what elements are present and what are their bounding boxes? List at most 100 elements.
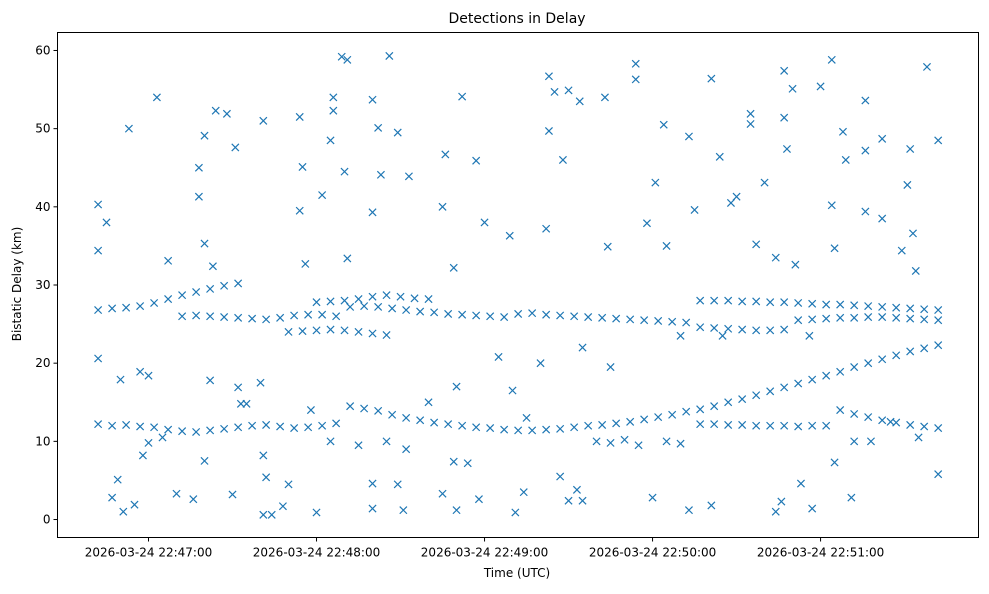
data-point (668, 317, 677, 326)
data-point (136, 302, 145, 311)
data-point (676, 331, 685, 340)
data-point (152, 93, 161, 102)
data-point (511, 508, 520, 517)
data-point (906, 144, 915, 154)
data-point (178, 427, 187, 436)
data-point (396, 292, 405, 301)
data-point (295, 206, 304, 215)
data-point (368, 95, 377, 104)
data-point (780, 325, 789, 334)
data-point (340, 326, 349, 335)
data-point (850, 437, 859, 446)
data-point (612, 419, 621, 428)
data-point (514, 309, 523, 318)
data-point (864, 302, 873, 311)
y-tick-label: 30 (35, 278, 50, 292)
data-point (136, 422, 145, 431)
data-point (444, 309, 453, 318)
data-point (343, 55, 352, 64)
data-point (542, 224, 551, 233)
data-point (654, 316, 663, 325)
data-point (178, 312, 187, 321)
data-point (897, 246, 906, 255)
data-point (206, 312, 215, 321)
data-point (805, 331, 814, 340)
data-point (830, 244, 839, 253)
data-point (808, 504, 817, 513)
data-point (234, 313, 243, 322)
data-point (206, 426, 215, 435)
data-point (346, 402, 355, 411)
data-point (707, 501, 716, 510)
data-point (707, 74, 716, 83)
x-tick-label: 2026-03-24 22:50:00 (589, 546, 716, 560)
data-point (782, 144, 791, 154)
data-point (822, 300, 831, 309)
data-point (340, 296, 349, 305)
data-point (144, 438, 153, 447)
data-point (696, 420, 705, 429)
data-point (827, 55, 836, 64)
data-point (920, 344, 929, 353)
data-point (94, 354, 103, 363)
data-point (382, 331, 391, 340)
data-point (430, 418, 439, 427)
data-point (278, 502, 287, 511)
y-tick-label: 40 (35, 200, 50, 214)
data-point (452, 382, 461, 391)
data-point (738, 325, 747, 334)
data-point (108, 304, 117, 313)
y-tick-label: 10 (35, 434, 50, 448)
data-point (360, 404, 369, 413)
data-point (441, 150, 450, 159)
data-point (194, 192, 203, 201)
data-point (780, 298, 789, 307)
data-point (836, 300, 845, 309)
data-point (438, 202, 447, 211)
data-point (724, 324, 733, 333)
x-axis-label: Time (UTC) (483, 566, 550, 580)
data-point (808, 315, 817, 324)
data-point (354, 327, 363, 336)
y-tick-label: 50 (35, 122, 50, 136)
data-point (886, 417, 895, 426)
data-point (522, 413, 531, 422)
x-tick-label: 2026-03-24 22:47:00 (85, 546, 212, 560)
data-point (108, 493, 117, 502)
data-point (402, 413, 411, 422)
data-point (572, 485, 581, 494)
data-point (766, 421, 775, 430)
data-point (318, 421, 327, 430)
data-point (816, 82, 825, 91)
data-point (393, 480, 402, 489)
data-points (94, 51, 943, 519)
data-point (631, 75, 640, 84)
data-point (206, 376, 215, 385)
data-point (922, 62, 932, 71)
data-point (329, 93, 338, 102)
data-point (822, 314, 831, 323)
data-point (164, 425, 173, 434)
data-point (861, 96, 870, 105)
data-point (861, 146, 870, 155)
data-point (906, 304, 915, 313)
data-point (144, 371, 153, 380)
data-point (326, 437, 335, 446)
data-point (494, 352, 503, 361)
data-point (696, 405, 705, 414)
data-point (696, 323, 705, 332)
data-point (696, 296, 705, 305)
y-axis-label: Bistatic Delay (km) (10, 227, 24, 342)
data-point (710, 296, 719, 305)
data-point (119, 507, 128, 516)
data-point (766, 298, 775, 307)
data-point (242, 399, 251, 408)
plot-frame (57, 32, 979, 538)
data-point (116, 375, 125, 384)
data-point (631, 59, 640, 68)
data-point (668, 410, 677, 419)
data-point (276, 422, 285, 431)
data-point (402, 305, 411, 315)
data-point (752, 421, 761, 430)
data-point (486, 312, 495, 321)
